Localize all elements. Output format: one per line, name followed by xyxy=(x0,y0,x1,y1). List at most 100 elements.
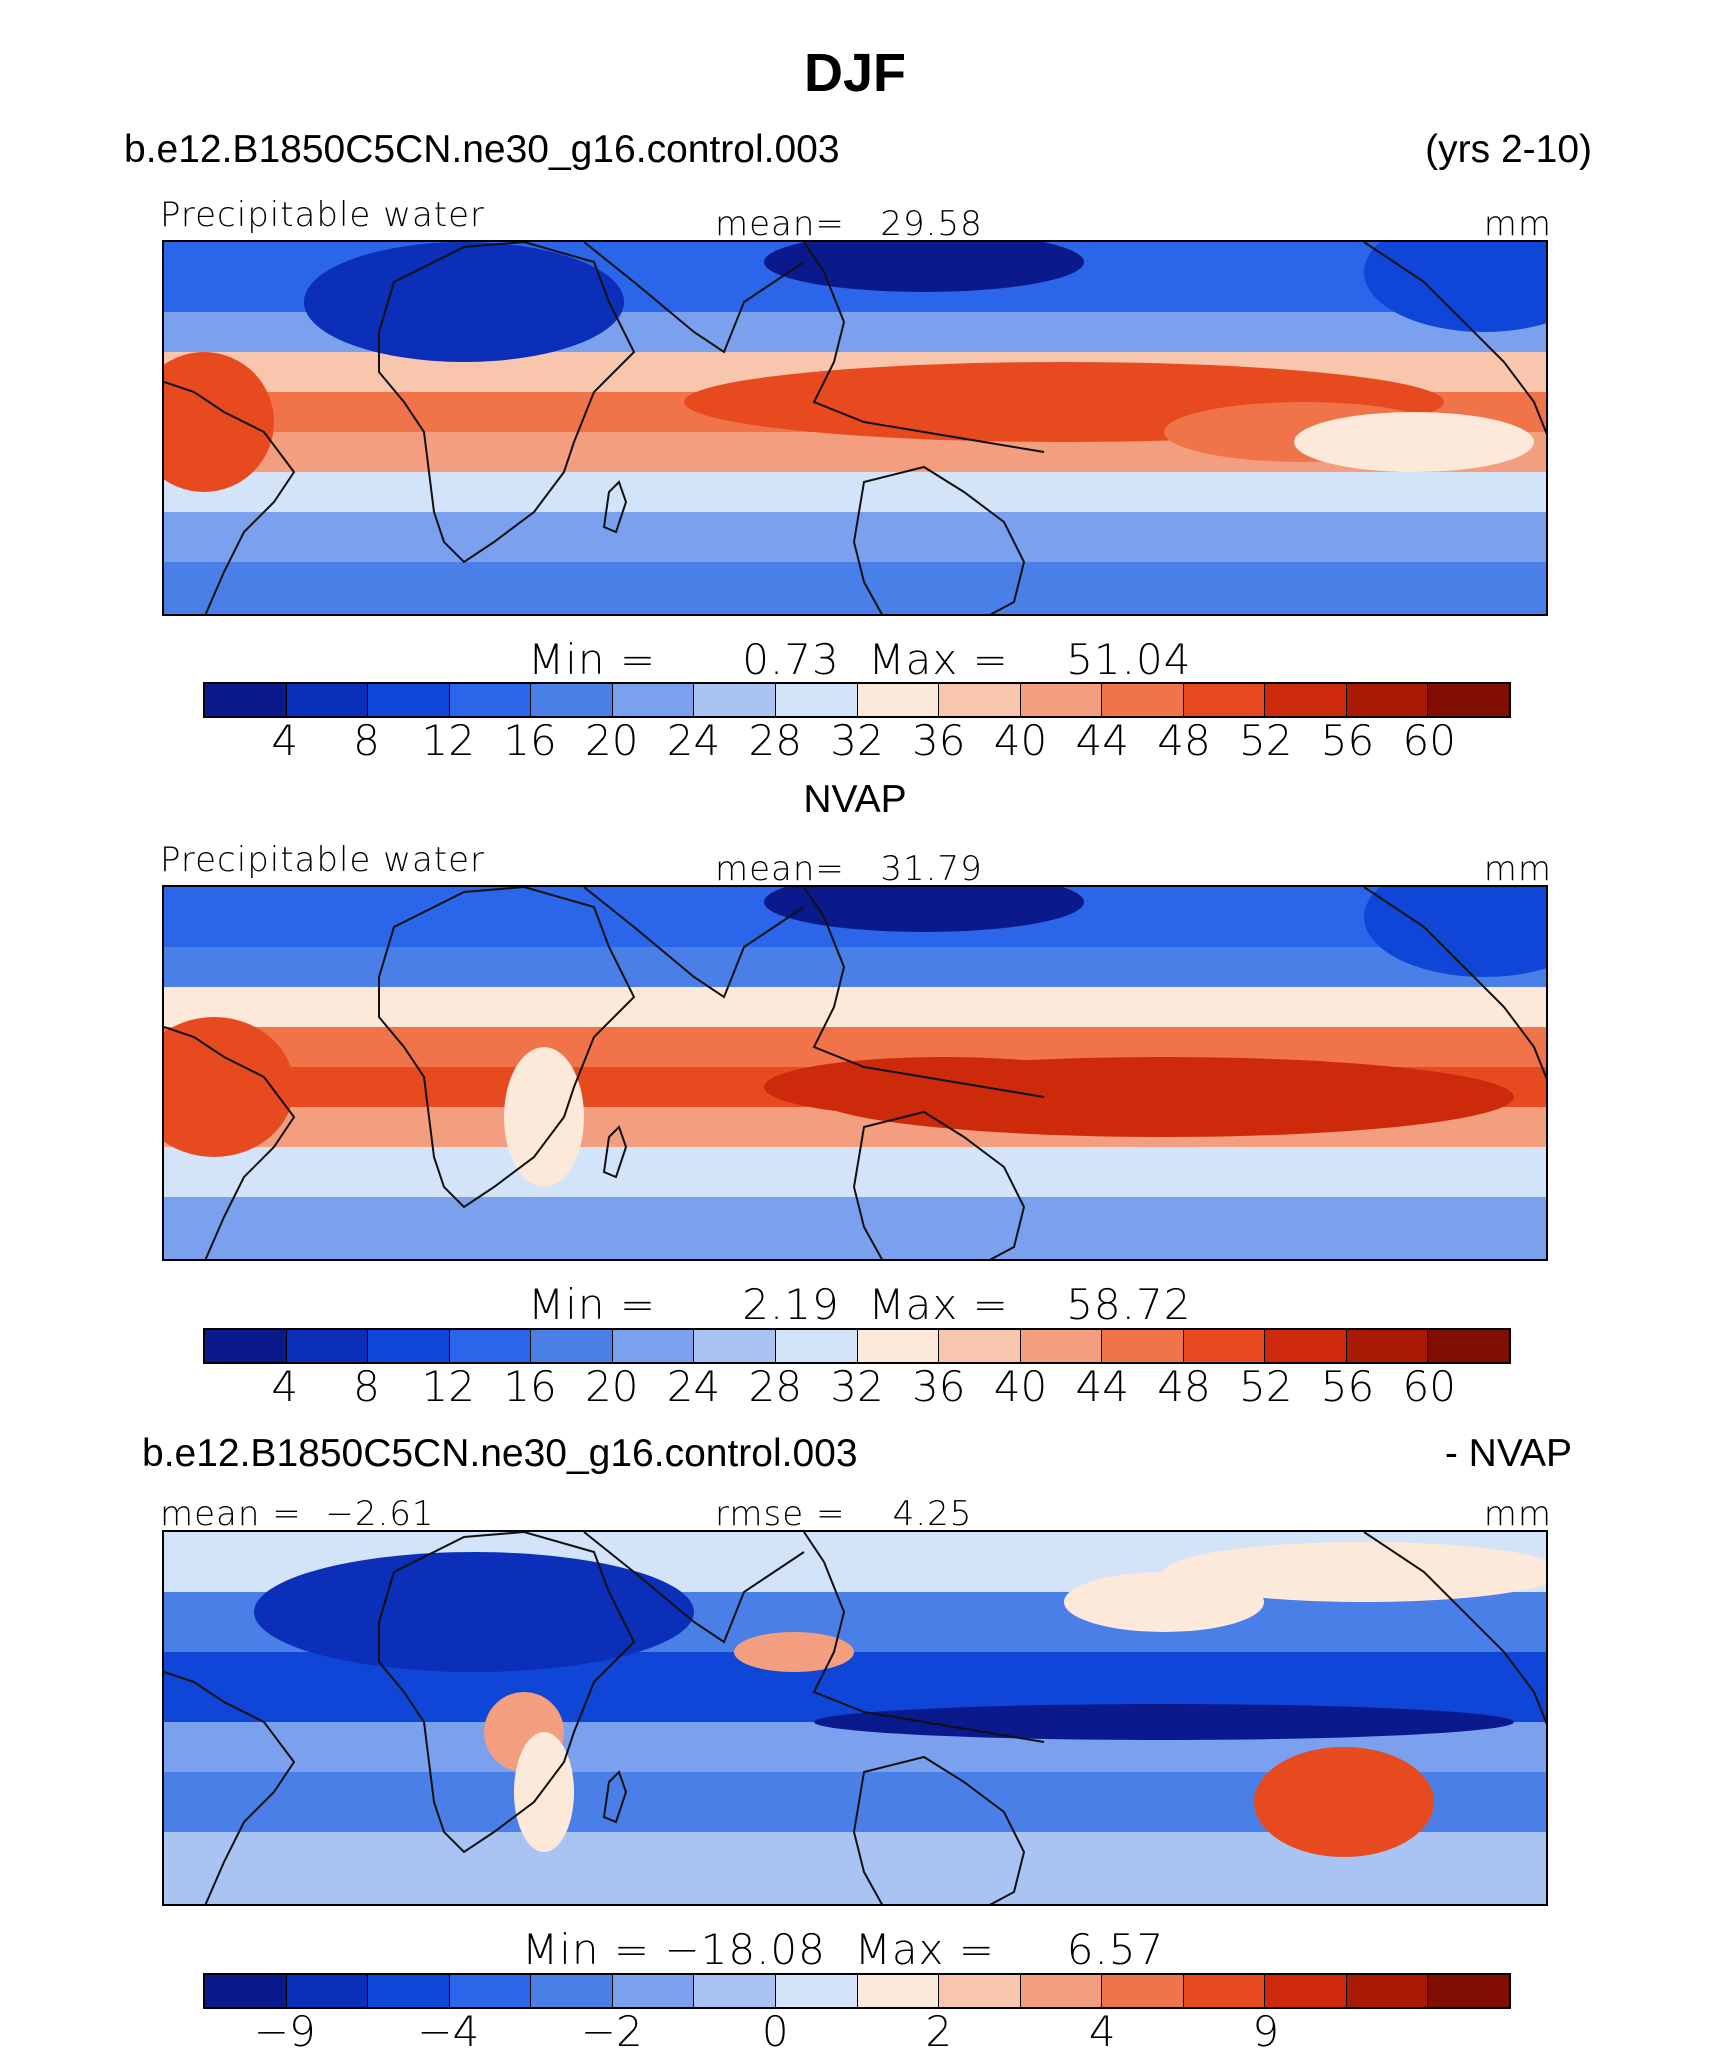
colorbar-swatch xyxy=(612,684,695,716)
panel2-colorbar xyxy=(203,1328,1511,1364)
field-band xyxy=(164,1197,1546,1259)
colorbar-swatch xyxy=(939,684,1021,716)
panel1-mean-label: mean= xyxy=(715,204,845,244)
panel3-min-value: −18.08 xyxy=(664,1925,826,1974)
field-blob xyxy=(1064,1572,1264,1632)
field-blob xyxy=(514,1732,574,1852)
colorbar-tick-label: 44 xyxy=(1075,716,1129,765)
field-band xyxy=(164,562,1546,614)
coastline xyxy=(602,480,628,534)
colorbar-tick-label: 36 xyxy=(912,1362,966,1411)
colorbar-swatch xyxy=(775,1975,858,2007)
colorbar-swatch xyxy=(1265,1330,1347,1362)
coastline-group xyxy=(164,887,1546,1259)
colorbar-swatch xyxy=(205,1975,287,2007)
field-blob xyxy=(1164,1542,1546,1602)
colorbar-tick-label: −9 xyxy=(253,2007,316,2056)
panel2-max-value: 58.72 xyxy=(1066,1280,1192,1329)
coastline xyxy=(378,242,636,564)
colorbar-swatch xyxy=(857,684,940,716)
colorbar-tick-label: 44 xyxy=(1075,1362,1129,1411)
colorbar-tick-label: 8 xyxy=(353,1362,380,1411)
colorbar-swatch xyxy=(449,1975,532,2007)
colorbar-swatch xyxy=(368,1330,450,1362)
coastline xyxy=(602,1125,628,1179)
colorbar-tick-label: 52 xyxy=(1239,1362,1293,1411)
coastline xyxy=(378,887,636,1209)
colorbar-tick-label: 4 xyxy=(271,716,299,765)
field-blob xyxy=(764,1057,1124,1117)
panel1-variable-label: Precipitable water xyxy=(160,195,486,235)
coastline xyxy=(852,1110,1026,1259)
colorbar-swatch xyxy=(1020,1975,1103,2007)
field-svg xyxy=(164,887,1546,1259)
panel2-mean-label: mean= xyxy=(715,849,845,889)
panel2-mean: mean= 31.79 xyxy=(715,849,983,889)
panel2-title: NVAP xyxy=(803,778,907,821)
panel1-max-label: Max = xyxy=(868,635,1009,684)
field-band xyxy=(164,1027,1546,1067)
panel1-minmax: Min = 0.73 Max = 51.04 xyxy=(528,635,1191,684)
panel3-max-label: Max = xyxy=(854,1925,995,1974)
panel2-min-label: Min = xyxy=(528,1280,657,1329)
colorbar-swatch xyxy=(775,684,858,716)
colorbar-swatch xyxy=(694,684,776,716)
panel1-map xyxy=(162,240,1548,616)
panel3-rmse-label: rmse = xyxy=(715,1494,846,1534)
field-band xyxy=(164,987,1546,1027)
colorbar-tick-label: 12 xyxy=(421,716,475,765)
colorbar-swatch xyxy=(449,1330,532,1362)
colorbar-swatch xyxy=(1020,1330,1103,1362)
colorbar-swatch xyxy=(857,1975,940,2007)
panel3-min-label: Min = xyxy=(522,1925,651,1974)
colorbar-swatch xyxy=(449,684,532,716)
panel1-mean: mean= 29.58 xyxy=(715,204,983,244)
field-blob xyxy=(1294,412,1534,472)
field-blob xyxy=(504,1047,584,1187)
colorbar-tick-label: 2 xyxy=(925,2007,953,2056)
coastline xyxy=(164,381,296,614)
colorbar-tick-label: 20 xyxy=(585,1362,639,1411)
field-svg xyxy=(164,1532,1546,1904)
colorbar-tick-label: 24 xyxy=(666,1362,721,1411)
colorbar-swatch xyxy=(694,1975,776,2007)
colorbar-swatch xyxy=(694,1330,776,1362)
coastline xyxy=(803,887,1045,1098)
coastline xyxy=(1363,1532,1546,1725)
colorbar-swatch xyxy=(1346,1330,1429,1362)
colorbar-swatch xyxy=(939,1330,1021,1362)
case-name-header: b.e12.B1850C5CN.ne30_g16.control.003 xyxy=(124,128,840,171)
panel3-diff-suffix: - NVAP xyxy=(1444,1432,1572,1475)
colorbar-tick-label: 4 xyxy=(1088,2007,1116,2056)
colorbar-tick-label: −4 xyxy=(417,2007,480,2056)
coastline xyxy=(1363,887,1546,1080)
colorbar-tick-label: 12 xyxy=(421,1362,475,1411)
panel3-max-value: 6.57 xyxy=(1066,1925,1165,1974)
field-blob xyxy=(764,887,1084,932)
panel3-units: mm xyxy=(1483,1494,1552,1534)
field-blob xyxy=(1254,1747,1434,1857)
coastline xyxy=(164,1671,296,1904)
colorbar-swatch xyxy=(1265,1975,1347,2007)
panel3-case-name: b.e12.B1850C5CN.ne30_g16.control.003 xyxy=(142,1432,858,1475)
panel3-mean-label: mean = xyxy=(160,1494,302,1534)
coastline xyxy=(602,1770,628,1824)
colorbar-tick-label: 20 xyxy=(585,716,639,765)
colorbar-swatch xyxy=(205,684,287,716)
colorbar-swatch xyxy=(1265,684,1347,716)
colorbar-swatch xyxy=(286,1975,369,2007)
field-blob xyxy=(1364,242,1546,332)
colorbar-tick-label: −2 xyxy=(580,2007,643,2056)
field-blob xyxy=(164,352,274,492)
panel3-colorbar xyxy=(203,1973,1511,2009)
colorbar-swatch xyxy=(531,1975,613,2007)
colorbar-tick-label: 16 xyxy=(503,1362,557,1411)
colorbar-tick-label: 52 xyxy=(1239,716,1293,765)
colorbar-swatch xyxy=(286,684,369,716)
panel1-max-value: 51.04 xyxy=(1066,635,1192,684)
colorbar-swatch xyxy=(531,684,613,716)
colorbar-tick-label: 60 xyxy=(1402,1362,1456,1411)
colorbar-tick-label: 40 xyxy=(993,716,1048,765)
panel1-colorbar xyxy=(203,682,1511,718)
colorbar-swatch xyxy=(939,1975,1021,2007)
